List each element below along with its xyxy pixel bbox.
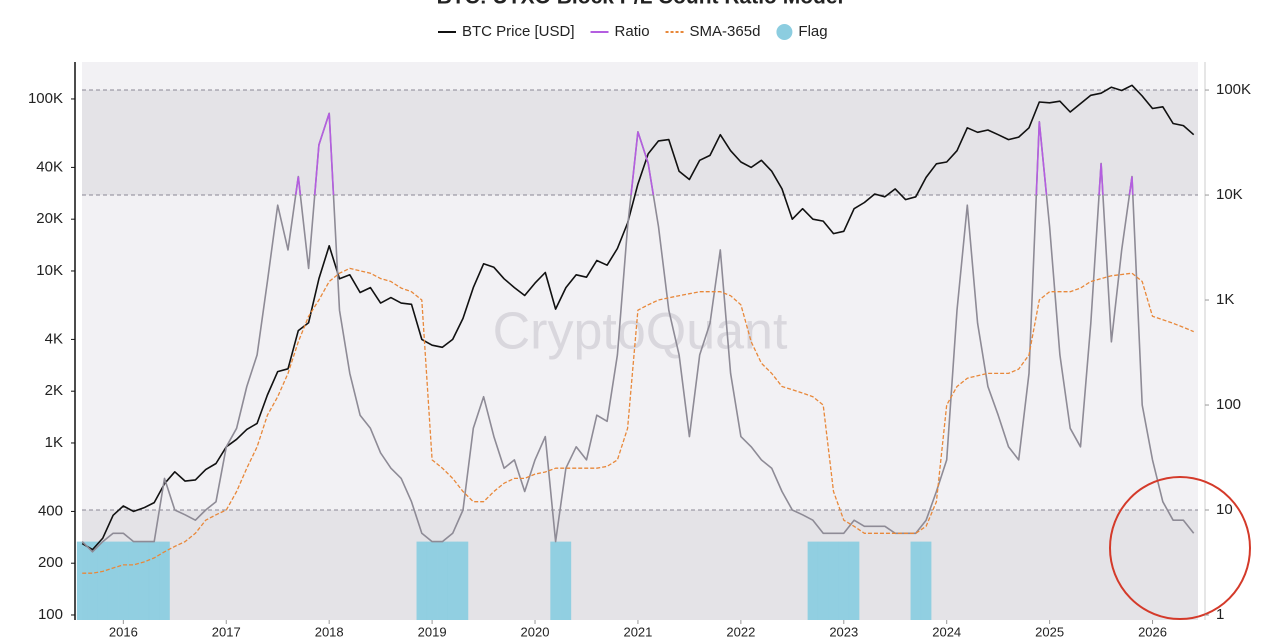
y-tick-label: 100: [38, 606, 63, 623]
x-tick-label: 2025: [1035, 624, 1064, 639]
flag-bar: [848, 541, 860, 620]
flag-bar: [560, 541, 572, 620]
watermark: CryptoQuant: [493, 303, 788, 361]
legend: BTC Price [USD] Ratio SMA-365d Flag: [438, 23, 828, 40]
y-tick-label: 200: [38, 554, 63, 571]
flag-bar: [138, 541, 150, 620]
y2-tick-label: 1K: [1216, 291, 1234, 308]
flag-bar: [87, 541, 98, 620]
y2-tick-label: 10: [1216, 501, 1233, 518]
series-line: [82, 267, 1194, 574]
flag-bar: [550, 541, 561, 620]
flag-bar: [148, 541, 160, 620]
y-tick-label: 20K: [36, 210, 63, 227]
series-line: [81, 84, 1195, 551]
x-tick-label: 2020: [521, 624, 550, 639]
y-tick-label: 2K: [45, 382, 63, 399]
flag-bar: [416, 541, 428, 620]
flag-bar: [76, 541, 88, 620]
legend-label: Ratio: [615, 23, 650, 40]
flag-bar: [159, 541, 170, 620]
y-tick-label: 40K: [36, 158, 63, 175]
legend-label: SMA-365d: [690, 23, 761, 40]
y-tick-label: 4K: [45, 330, 63, 347]
x-tick-label: 2017: [212, 624, 241, 639]
x-tick-label: 2016: [109, 624, 138, 639]
x-tick-label: 2023: [829, 624, 858, 639]
flag-bar: [920, 541, 932, 620]
plot-area: [76, 84, 1195, 620]
y-tick-label: 1K: [45, 434, 63, 451]
legend-swatch: [776, 24, 793, 40]
x-tick-label: 2018: [315, 624, 344, 639]
flag-bar: [97, 541, 109, 620]
flag-bar: [817, 541, 829, 620]
flag-bar: [838, 541, 850, 620]
y2-tick-label: 100: [1216, 396, 1241, 413]
y2-tick-label: 100K: [1216, 81, 1251, 98]
flag-bar: [437, 541, 448, 620]
flag-bar: [128, 541, 139, 620]
flag-bar: [107, 541, 119, 620]
flag-bar: [807, 541, 819, 620]
flag-bar: [828, 541, 839, 620]
flag-bar: [426, 541, 438, 620]
flag-bar: [910, 541, 922, 620]
y2-tick-label: 10K: [1216, 186, 1243, 203]
lower-zone: [82, 510, 1198, 620]
series-highlight: [294, 113, 1134, 196]
y-tick-label: 100K: [28, 90, 63, 107]
y-tick-label: 400: [38, 502, 63, 519]
x-tick-label: 2026: [1138, 624, 1167, 639]
x-tick-label: 2019: [418, 624, 447, 639]
x-tick-label: 2024: [932, 624, 961, 639]
highlight-circle: [1109, 476, 1251, 620]
chart-title: BTC: UTXO Block P/L Count Ratio Model: [437, 0, 844, 9]
legend-label: BTC Price [USD]: [462, 23, 575, 40]
y2-tick-label: 1: [1216, 606, 1224, 623]
y-tick-label: 10K: [36, 262, 63, 279]
x-tick-label: 2021: [623, 624, 652, 639]
plot-background: [82, 62, 1198, 620]
x-tick-label: 2022: [726, 624, 755, 639]
flag-bar: [118, 541, 129, 620]
legend-label: Flag: [798, 23, 827, 40]
flag-bar: [457, 541, 469, 620]
flag-bar: [447, 541, 458, 620]
